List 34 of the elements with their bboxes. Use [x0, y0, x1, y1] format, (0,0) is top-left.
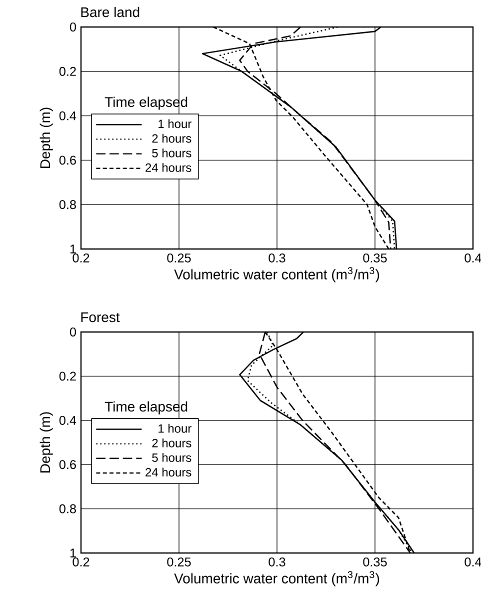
y-tick-label: 0.6: [59, 156, 76, 165]
x-tick-label: 0.25: [167, 253, 191, 262]
legend-label: 1 hour: [158, 424, 192, 433]
y-tick-label: 0.2: [59, 372, 76, 381]
legend-label: 5 hours: [152, 148, 192, 158]
x-tick-label: 0.35: [363, 557, 387, 566]
y-tick-label: 0: [70, 22, 76, 32]
legend-label: 2 hours: [152, 134, 192, 143]
y-axis-title: Depth (m): [40, 108, 53, 168]
y-tick-label: 0: [70, 328, 76, 336]
legend-label: 1 hour: [158, 119, 192, 128]
legend-label: 24 hours: [146, 163, 192, 172]
chart-title: Forest: [81, 312, 120, 322]
x-axis-title: Volumetric water content (m$^{3}$/m$^{3}$): [174, 267, 380, 282]
legend-label: 2 hours: [152, 438, 192, 448]
y-tick-label: 0.8: [59, 200, 76, 210]
legend-label: 24 hours: [146, 468, 192, 477]
y-tick-label: 0.6: [59, 460, 76, 470]
x-tick-label: 0.3: [268, 557, 286, 566]
y-axis-title: Depth (m): [40, 412, 53, 472]
x-tick-label: 0.4: [464, 557, 481, 566]
x-tick-label: 0.3: [268, 253, 286, 262]
y-tick-label: 0.4: [59, 111, 76, 120]
chart-title: Bare land: [81, 6, 140, 18]
x-tick-label: 0.4: [464, 253, 481, 262]
x-axis-title: Volumetric water content (m$^{3}$/m$^{3}$): [174, 571, 380, 586]
x-tick-label: 0.25: [167, 557, 191, 566]
y-tick-label: 0.4: [59, 416, 76, 425]
y-tick-label: 1: [70, 244, 76, 254]
x-tick-label: 0.35: [363, 253, 387, 262]
y-tick-label: 0.2: [59, 66, 76, 76]
y-tick-label: 1: [70, 548, 76, 558]
legend-label: 5 hours: [152, 453, 192, 462]
y-tick-label: 0.8: [59, 504, 76, 514]
